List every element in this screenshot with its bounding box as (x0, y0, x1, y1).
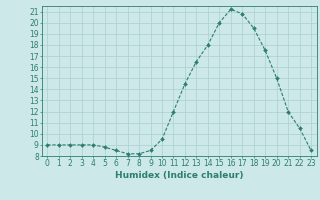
X-axis label: Humidex (Indice chaleur): Humidex (Indice chaleur) (115, 171, 244, 180)
